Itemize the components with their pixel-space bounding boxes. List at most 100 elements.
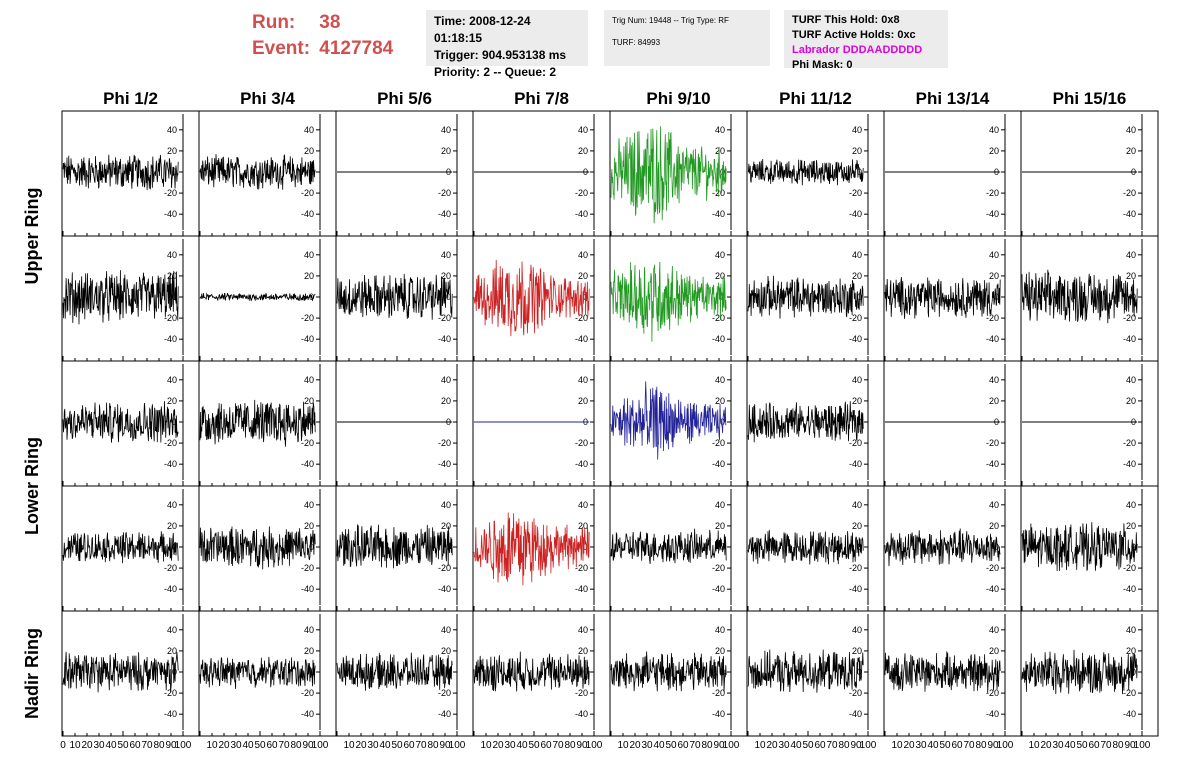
y-tick-label: 20 [578,271,588,281]
waveform-trace [62,651,179,693]
y-tick-label: -20 [1123,188,1136,198]
x-tick-label: 50 [528,740,540,751]
x-tick-label: 100 [860,740,877,751]
waveform-trace [473,512,590,586]
column-header: Phi 9/10 [646,89,710,108]
column-header: Phi 15/16 [1053,89,1127,108]
y-tick-label: -40 [575,209,588,219]
y-tick-label: -40 [1123,584,1136,594]
turf-this-hold-text: TURF This Hold: 0x8 [792,14,900,26]
y-tick-label: 20 [852,146,862,156]
y-tick-label: 40 [852,625,862,635]
x-tick-label: 20 [1040,740,1052,751]
trig-num-text: Trig Num: 19448 -- Trig Type: RF [612,16,729,25]
y-tick-label: 20 [1126,271,1136,281]
y-tick-label: -20 [301,438,314,448]
x-tick-label: 40 [105,740,117,751]
y-tick-label: 20 [441,521,451,531]
trig-info-box: Trig Num: 19448 -- Trig Type: RF TURF: 8… [604,10,770,66]
y-tick-label: -40 [164,459,177,469]
y-tick-label: 40 [578,250,588,260]
y-tick-label: 20 [1126,396,1136,406]
panel-frame [472,110,611,237]
y-tick-label: -20 [438,313,451,323]
y-tick-label: -20 [575,313,588,323]
y-tick-label: -40 [1123,209,1136,219]
waveform-trace [884,277,1001,319]
x-tick-label: 50 [254,740,266,751]
y-tick-label: 40 [715,250,725,260]
run-label: Run: [252,12,296,33]
panel-frame [472,360,611,487]
x-tick-label: 10 [1028,740,1040,751]
y-tick-label: 20 [578,646,588,656]
x-tick-label: 70 [1100,740,1112,751]
y-tick-label: 20 [441,396,451,406]
column-header: Phi 13/14 [916,89,990,108]
y-tick-label: 20 [167,146,177,156]
x-tick-label: 40 [653,740,665,751]
y-tick-label: -20 [1123,313,1136,323]
x-tick-label: 60 [403,740,415,751]
x-tick-label: 40 [379,740,391,751]
waveform-trace [747,529,864,565]
y-tick-label: 0 [583,542,588,552]
y-tick-label: 20 [989,521,999,531]
y-tick-label: 40 [1126,625,1136,635]
y-tick-label: 40 [578,125,588,135]
x-tick-label: 30 [230,740,242,751]
y-tick-label: -20 [575,688,588,698]
y-tick-label: -40 [712,209,725,219]
y-tick-label: -20 [849,188,862,198]
y-tick-label: -20 [301,563,314,573]
waveform-trace [1021,649,1138,695]
waveform-trace [62,270,179,325]
x-tick-label: 70 [141,740,153,751]
y-tick-label: -40 [712,584,725,594]
y-tick-label: -20 [712,688,725,698]
x-tick-label: 70 [689,740,701,751]
y-tick-label: -40 [438,709,451,719]
y-tick-label: -20 [712,313,725,323]
panel-frame [1020,610,1159,737]
x-tick-label: 70 [963,740,975,751]
y-tick-label: -40 [849,459,862,469]
y-tick-label: 40 [989,125,999,135]
waveform-trace [610,528,727,565]
turf-text: TURF: 84993 [612,38,661,47]
column-header: Phi 3/4 [240,89,295,108]
y-tick-label: 40 [1126,125,1136,135]
panel-frame [883,110,1022,237]
y-tick-label: 20 [304,521,314,531]
panel-frame [883,610,1022,737]
y-tick-label: -40 [986,209,999,219]
x-tick-label: 100 [1134,740,1151,751]
y-tick-label: 40 [989,250,999,260]
x-tick-label: 90 [439,740,451,751]
x-tick-label: 60 [266,740,278,751]
y-tick-label: 40 [578,500,588,510]
y-tick-label: 40 [1126,250,1136,260]
x-tick-label: 80 [153,740,165,751]
x-tick-label: 50 [802,740,814,751]
x-tick-label: 30 [778,740,790,751]
y-tick-label: 40 [441,125,451,135]
y-tick-label: 40 [852,375,862,385]
y-tick-label: -40 [438,209,451,219]
y-tick-label: 20 [1126,521,1136,531]
y-tick-label: 40 [715,125,725,135]
y-tick-label: -20 [164,313,177,323]
trigger-text: Trigger: 904.953138 ms [434,48,567,62]
y-tick-label: 0 [994,667,999,677]
y-tick-label: -40 [164,209,177,219]
y-tick-label: -40 [438,459,451,469]
waveform-trace [610,261,727,342]
y-tick-label: 0 [172,167,177,177]
y-tick-label: -20 [1123,438,1136,448]
x-tick-label: 30 [504,740,516,751]
y-tick-label: 40 [167,500,177,510]
waveform-trace [1021,269,1138,324]
x-tick-label: 20 [629,740,641,751]
y-tick-label: -20 [849,688,862,698]
x-tick-label: 100 [175,740,192,751]
